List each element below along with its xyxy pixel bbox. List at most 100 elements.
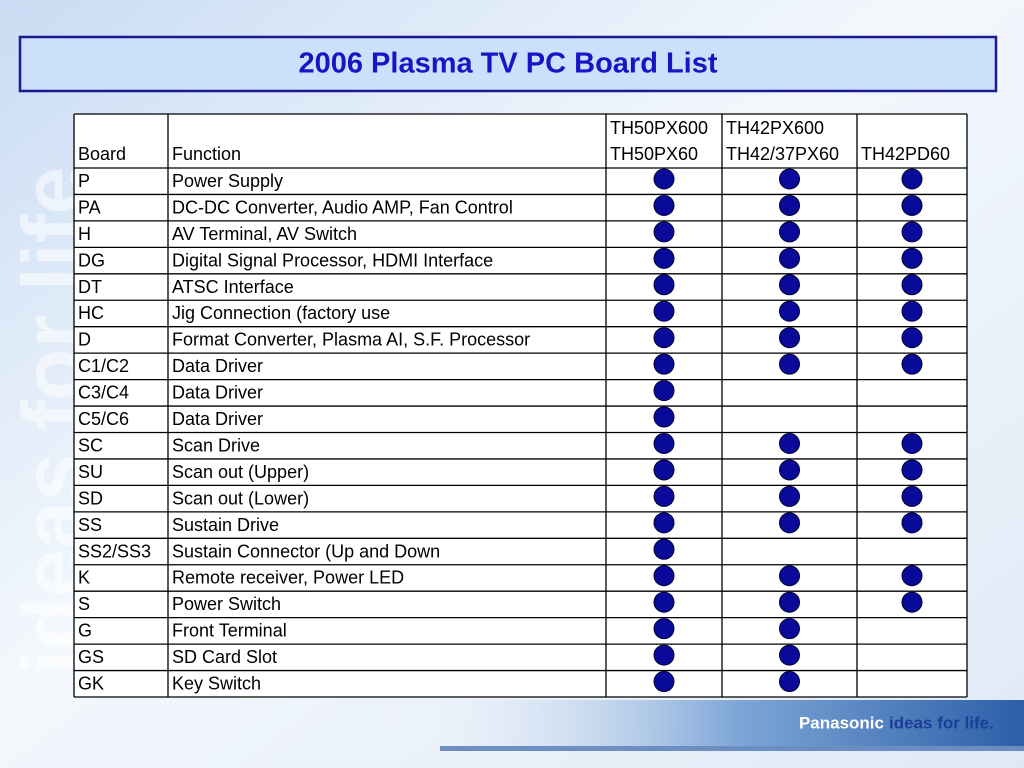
- presence-dot: [901, 168, 923, 190]
- board-cell: GK: [78, 674, 104, 694]
- board-cell: C3/C4: [78, 383, 129, 403]
- presence-dot: [901, 221, 923, 243]
- function-cell: Data Driver: [172, 356, 263, 376]
- function-cell: Sustain Drive: [172, 515, 279, 535]
- board-cell: SD: [78, 488, 103, 508]
- presence-dot: [653, 221, 675, 243]
- header-cell: TH42PD60: [861, 144, 950, 164]
- presence-dot: [653, 353, 675, 375]
- presence-dot: [901, 485, 923, 507]
- function-cell: Jig Connection (factory use: [172, 303, 390, 323]
- presence-dot: [779, 671, 800, 693]
- presence-dot: [779, 327, 800, 349]
- footer-line: [440, 746, 1024, 751]
- presence-dot: [901, 565, 923, 587]
- board-cell: H: [78, 224, 91, 244]
- presence-dot: [653, 671, 675, 693]
- presence-dot: [901, 459, 923, 481]
- board-cell: HC: [78, 303, 104, 323]
- board-cell: G: [78, 621, 92, 641]
- presence-dot: [653, 591, 675, 613]
- function-cell: Key Switch: [172, 674, 261, 694]
- header-cell: TH50PX60: [610, 144, 698, 164]
- presence-dot: [901, 512, 923, 534]
- function-cell: Data Driver: [172, 383, 263, 403]
- function-cell: Data Driver: [172, 409, 263, 429]
- board-cell: S: [78, 594, 90, 614]
- function-cell: DC-DC Converter, Audio AMP, Fan Control: [172, 197, 513, 217]
- presence-dot: [653, 168, 675, 190]
- presence-dot: [779, 644, 800, 666]
- presence-dot: [653, 300, 675, 322]
- function-cell: ATSC Interface: [172, 277, 294, 297]
- presence-dot: [901, 433, 923, 454]
- board-cell: K: [78, 568, 90, 588]
- function-cell: SD Card Slot: [172, 647, 277, 667]
- board-cell: DG: [78, 250, 105, 270]
- presence-dot: [779, 168, 800, 190]
- presence-dot: [901, 247, 923, 269]
- presence-dot: [779, 274, 800, 296]
- presence-dot: [901, 591, 923, 613]
- title-box: [18, 35, 998, 93]
- function-cell: Remote receiver, Power LED: [172, 568, 404, 588]
- presence-dot: [653, 618, 675, 640]
- presence-dot: [779, 485, 800, 507]
- function-cell: Format Converter, Plasma AI, S.F. Proces…: [172, 330, 530, 350]
- board-cell: PA: [78, 197, 101, 217]
- presence-dot: [779, 221, 800, 243]
- board-cell: P: [78, 171, 90, 191]
- board-cell: DT: [78, 277, 102, 297]
- function-cell: Digital Signal Processor, HDMI Interface: [172, 250, 493, 270]
- header-cell: TH42PX600: [726, 118, 824, 138]
- header-cell: TH42/37PX60: [726, 144, 839, 164]
- board-cell: SU: [78, 462, 103, 482]
- board-cell: C1/C2: [78, 356, 129, 376]
- presence-dot: [779, 247, 800, 269]
- presence-dot: [779, 459, 800, 481]
- board-cell: SS: [78, 515, 102, 535]
- function-cell: Scan out (Upper): [172, 462, 309, 482]
- presence-dot: [779, 433, 800, 454]
- presence-dot: [653, 644, 675, 666]
- presence-dot: [653, 380, 675, 402]
- presence-dot: [653, 459, 675, 481]
- function-cell: Sustain Connector (Up and Down: [172, 541, 440, 561]
- presence-dot: [653, 485, 675, 507]
- presence-dot: [653, 512, 675, 534]
- presence-dot: [779, 565, 800, 587]
- presence-dot: [653, 247, 675, 269]
- presence-dot: [653, 274, 675, 296]
- header-cell: TH50PX600: [610, 118, 708, 138]
- presence-dot: [901, 300, 923, 322]
- board-cell: SC: [78, 435, 103, 455]
- presence-dot: [901, 274, 923, 296]
- title: 2006 Plasma TV PC Board List: [298, 48, 717, 80]
- presence-dot: [653, 565, 675, 587]
- function-cell: Front Terminal: [172, 621, 287, 641]
- function-cell: AV Terminal, AV Switch: [172, 224, 357, 244]
- function-cell: Power Switch: [172, 594, 281, 614]
- presence-dot: [901, 327, 923, 349]
- board-cell: SS2/SS3: [78, 541, 151, 561]
- presence-dot: [901, 194, 923, 216]
- board-cell: GS: [78, 647, 104, 667]
- board-cell: D: [78, 330, 91, 350]
- header-cell: Function: [172, 144, 241, 164]
- footer-band: [380, 700, 1024, 746]
- presence-dot: [653, 194, 675, 216]
- function-cell: Power Supply: [172, 171, 283, 191]
- presence-dot: [653, 327, 675, 349]
- presence-dot: [901, 353, 923, 375]
- presence-dot: [653, 538, 675, 560]
- presence-dot: [779, 618, 800, 640]
- function-cell: Scan out (Lower): [172, 488, 309, 508]
- presence-dot: [779, 353, 800, 375]
- presence-dot: [653, 433, 675, 454]
- board-cell: C5/C6: [78, 409, 129, 429]
- table: Board Function TH50PX600 TH50PX60 TH42PX600 T…: [73, 113, 968, 698]
- presence-dot: [653, 406, 675, 428]
- tagline: ideas for life.: [889, 713, 994, 732]
